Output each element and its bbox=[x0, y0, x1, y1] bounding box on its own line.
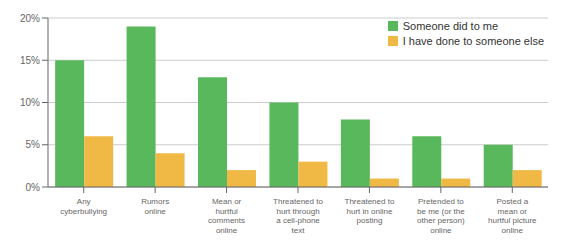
svg-text:Anycyberbullying: Anycyberbullying bbox=[60, 197, 107, 216]
svg-text:10%: 10% bbox=[20, 97, 40, 108]
svg-text:5%: 5% bbox=[26, 139, 41, 150]
svg-text:Posted amean orhurtful picture: Posted amean orhurtful pictureonline bbox=[488, 197, 537, 235]
svg-text:15%: 15% bbox=[20, 55, 40, 66]
svg-text:Mean orhurtfulcommentsonline: Mean orhurtfulcommentsonline bbox=[208, 197, 245, 235]
svg-text:20%: 20% bbox=[20, 13, 40, 24]
svg-text:0%: 0% bbox=[26, 182, 41, 193]
html-text:I have done to someone else: I have done to someone else bbox=[402, 35, 544, 47]
svg-text:Rumorsonline: Rumorsonline bbox=[141, 197, 169, 216]
html-text:Someone did to me: Someone did to me bbox=[402, 20, 499, 32]
svg-text:Threatened tohurt in onlinepos: Threatened tohurt in onlineposting bbox=[345, 197, 395, 225]
svg-text:Pretended tobe me (or theother: Pretended tobe me (or theother person)on… bbox=[417, 197, 465, 235]
svg-text:Threatened tohurt througha cel: Threatened tohurt througha cell-phonetex… bbox=[273, 197, 323, 235]
